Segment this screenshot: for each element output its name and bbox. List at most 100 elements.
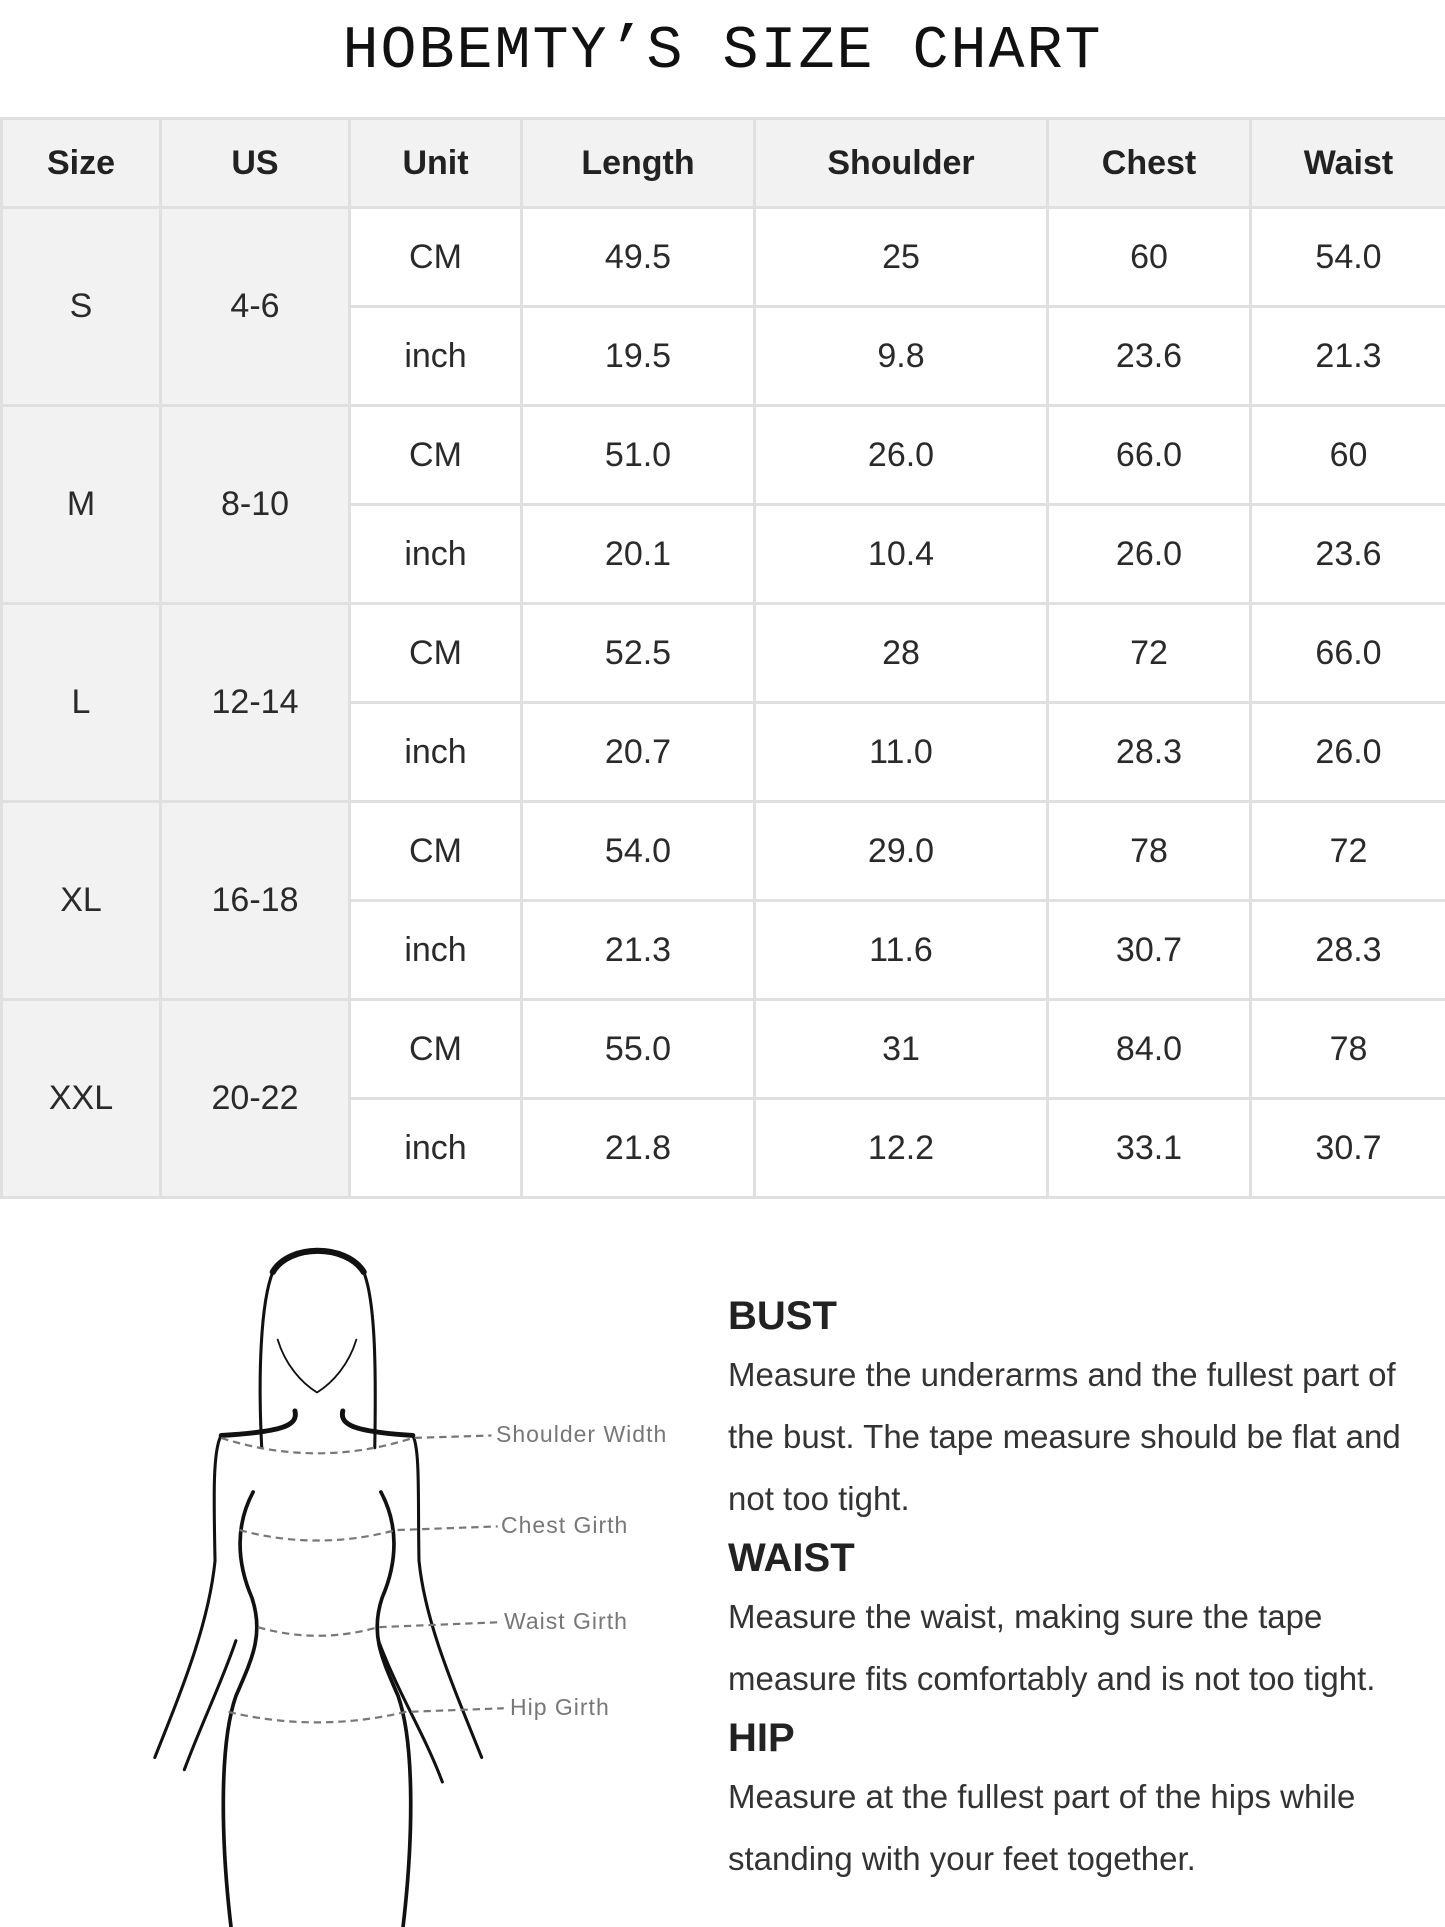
measurement-cell: 20.7 [520, 701, 756, 803]
measurement-cell: 26.0 [1046, 503, 1252, 605]
us-cell: 4-6 [159, 206, 351, 407]
table-header-row: Size US Unit Length Shoulder Chest Waist [0, 117, 1445, 209]
table-row: inch 20.1 10.4 26.0 23.6 [2, 503, 1445, 605]
measurement-cell: 21.8 [520, 1097, 756, 1199]
measurement-cell: 23.6 [1249, 503, 1445, 605]
unit-cell: inch [348, 701, 523, 803]
measurement-cell: 54.0 [1249, 206, 1445, 308]
size-table: Size US Unit Length Shoulder Chest Waist S 4-6 C… [0, 117, 1445, 1199]
measurement-cell: 30.7 [1249, 1097, 1445, 1199]
shoulder-width-label: Shoulder Width [496, 1421, 668, 1447]
measurement-cell: 66.0 [1046, 404, 1252, 506]
guide-heading: BUST [728, 1294, 837, 1338]
table-row: M 8-10 CM 51.0 26.0 66.0 60 [0, 404, 1445, 605]
measurement-cell: 30.7 [1046, 899, 1252, 1001]
measurement-cell: 11.0 [753, 701, 1049, 803]
measurement-cell: 55.0 [520, 998, 756, 1100]
table-row: L 12-14 CM 52.5 28 72 66.0 [0, 602, 1445, 803]
unit-cell: CM [348, 206, 523, 308]
measurement-cell: 60 [1249, 404, 1445, 506]
page-title: HOBEMTY’S SIZE CHART [342, 18, 1103, 86]
measurement-guide: BUST Measure the underarms and the fulles… [728, 1288, 1438, 1890]
size-cell: M [0, 404, 162, 605]
us-cell: 20-22 [159, 998, 351, 1199]
table-row: S 4-6 CM 49.5 25 60 54.0 [0, 206, 1445, 407]
unit-cell: CM [348, 998, 523, 1100]
us-cell: 16-18 [159, 800, 351, 1001]
guide-text-line: not too tight. [728, 1480, 910, 1517]
size-cell: XXL [0, 998, 162, 1199]
measurement-cell: 33.1 [1046, 1097, 1252, 1199]
measurement-cell: 72 [1249, 800, 1445, 902]
measurement-cell: 23.6 [1046, 305, 1252, 407]
table-row: inch 19.5 9.8 23.6 21.3 [2, 305, 1445, 407]
measurement-cell: 26.0 [1249, 701, 1445, 803]
unit-cell: inch [348, 899, 523, 1001]
table-row: XL 16-18 CM 54.0 29.0 78 72 [0, 800, 1445, 1001]
measurement-cell: 49.5 [520, 206, 756, 308]
measurement-cell: 28 [753, 602, 1049, 704]
unit-cell: inch [348, 503, 523, 605]
size-cell: XL [0, 800, 162, 1001]
measurement-cell: 28.3 [1249, 899, 1445, 1001]
measurement-cell: 26.0 [753, 404, 1049, 506]
measurement-cell: 51.0 [520, 404, 756, 506]
guide-text-line: the bust. The tape measure should be fla… [728, 1418, 1401, 1455]
guide-heading: HIP [728, 1716, 795, 1760]
measurement-cell: 72 [1046, 602, 1252, 704]
measurement-cell: 84.0 [1046, 998, 1252, 1100]
measurement-cell: 54.0 [520, 800, 756, 902]
measurement-cell: 19.5 [520, 305, 756, 407]
column-header: Chest [1046, 117, 1252, 209]
measurement-cell: 78 [1046, 800, 1252, 902]
unit-cell: CM [348, 602, 523, 704]
hip-girth-label: Hip Girth [510, 1694, 610, 1720]
measurement-cell: 20.1 [520, 503, 756, 605]
unit-cell: inch [348, 1097, 523, 1199]
unit-cell: inch [348, 305, 523, 407]
torso-right [375, 1490, 413, 1927]
column-header: US [159, 117, 351, 209]
size-cell: S [0, 206, 162, 407]
guide-text-line: Measure the waist, making sure the tape [728, 1598, 1323, 1635]
column-header: Shoulder [753, 117, 1049, 209]
hair-outline [258, 1249, 377, 1450]
guide-text-line: Measure at the fullest part of the hips … [728, 1778, 1356, 1815]
measurement-cell: 31 [753, 998, 1049, 1100]
neck-left-shoulder [218, 1408, 298, 1438]
measurement-cell: 10.4 [753, 503, 1049, 605]
guide-text-line: measure fits comfortably and is not too … [728, 1660, 1376, 1697]
us-cell: 12-14 [159, 602, 351, 803]
measurement-cell: 78 [1249, 998, 1445, 1100]
chest-girth-label: Chest Girth [501, 1512, 629, 1538]
column-header: Size [0, 117, 162, 209]
unit-cell: CM [348, 800, 523, 902]
table-row: inch 21.3 11.6 30.7 28.3 [2, 899, 1445, 1001]
measurement-cell: 21.3 [520, 899, 756, 1001]
body-measurement-figure [153, 1247, 504, 1927]
measurement-cell: 29.0 [753, 800, 1049, 902]
table-row: inch 20.7 11.0 28.3 26.0 [2, 701, 1445, 803]
column-header: Waist [1249, 117, 1445, 209]
measurement-cell: 52.5 [520, 602, 756, 704]
us-cell: 8-10 [159, 404, 351, 605]
table-row: XXL 20-22 CM 55.0 31 84.0 78 [0, 998, 1445, 1199]
guide-text-line: Measure the underarms and the fullest pa… [728, 1356, 1396, 1393]
unit-cell: CM [348, 404, 523, 506]
size-cell: L [0, 602, 162, 803]
measurement-cell: 60 [1046, 206, 1252, 308]
measurement-cell: 12.2 [753, 1097, 1049, 1199]
guide-heading: WAIST [728, 1536, 855, 1580]
torso-left [221, 1490, 259, 1927]
measurement-cell: 21.3 [1249, 305, 1445, 407]
table-row: inch 21.8 12.2 33.1 30.7 [2, 1097, 1445, 1199]
column-header: Length [520, 117, 756, 209]
column-header: Unit [348, 117, 523, 209]
face-outline [276, 1338, 358, 1394]
measurement-cell: 11.6 [753, 899, 1049, 1001]
measurement-cell: 9.8 [753, 305, 1049, 407]
guide-text-line: standing with your feet together. [728, 1840, 1196, 1877]
waist-girth-label: Waist Girth [504, 1608, 628, 1634]
hair-top [269, 1247, 367, 1276]
